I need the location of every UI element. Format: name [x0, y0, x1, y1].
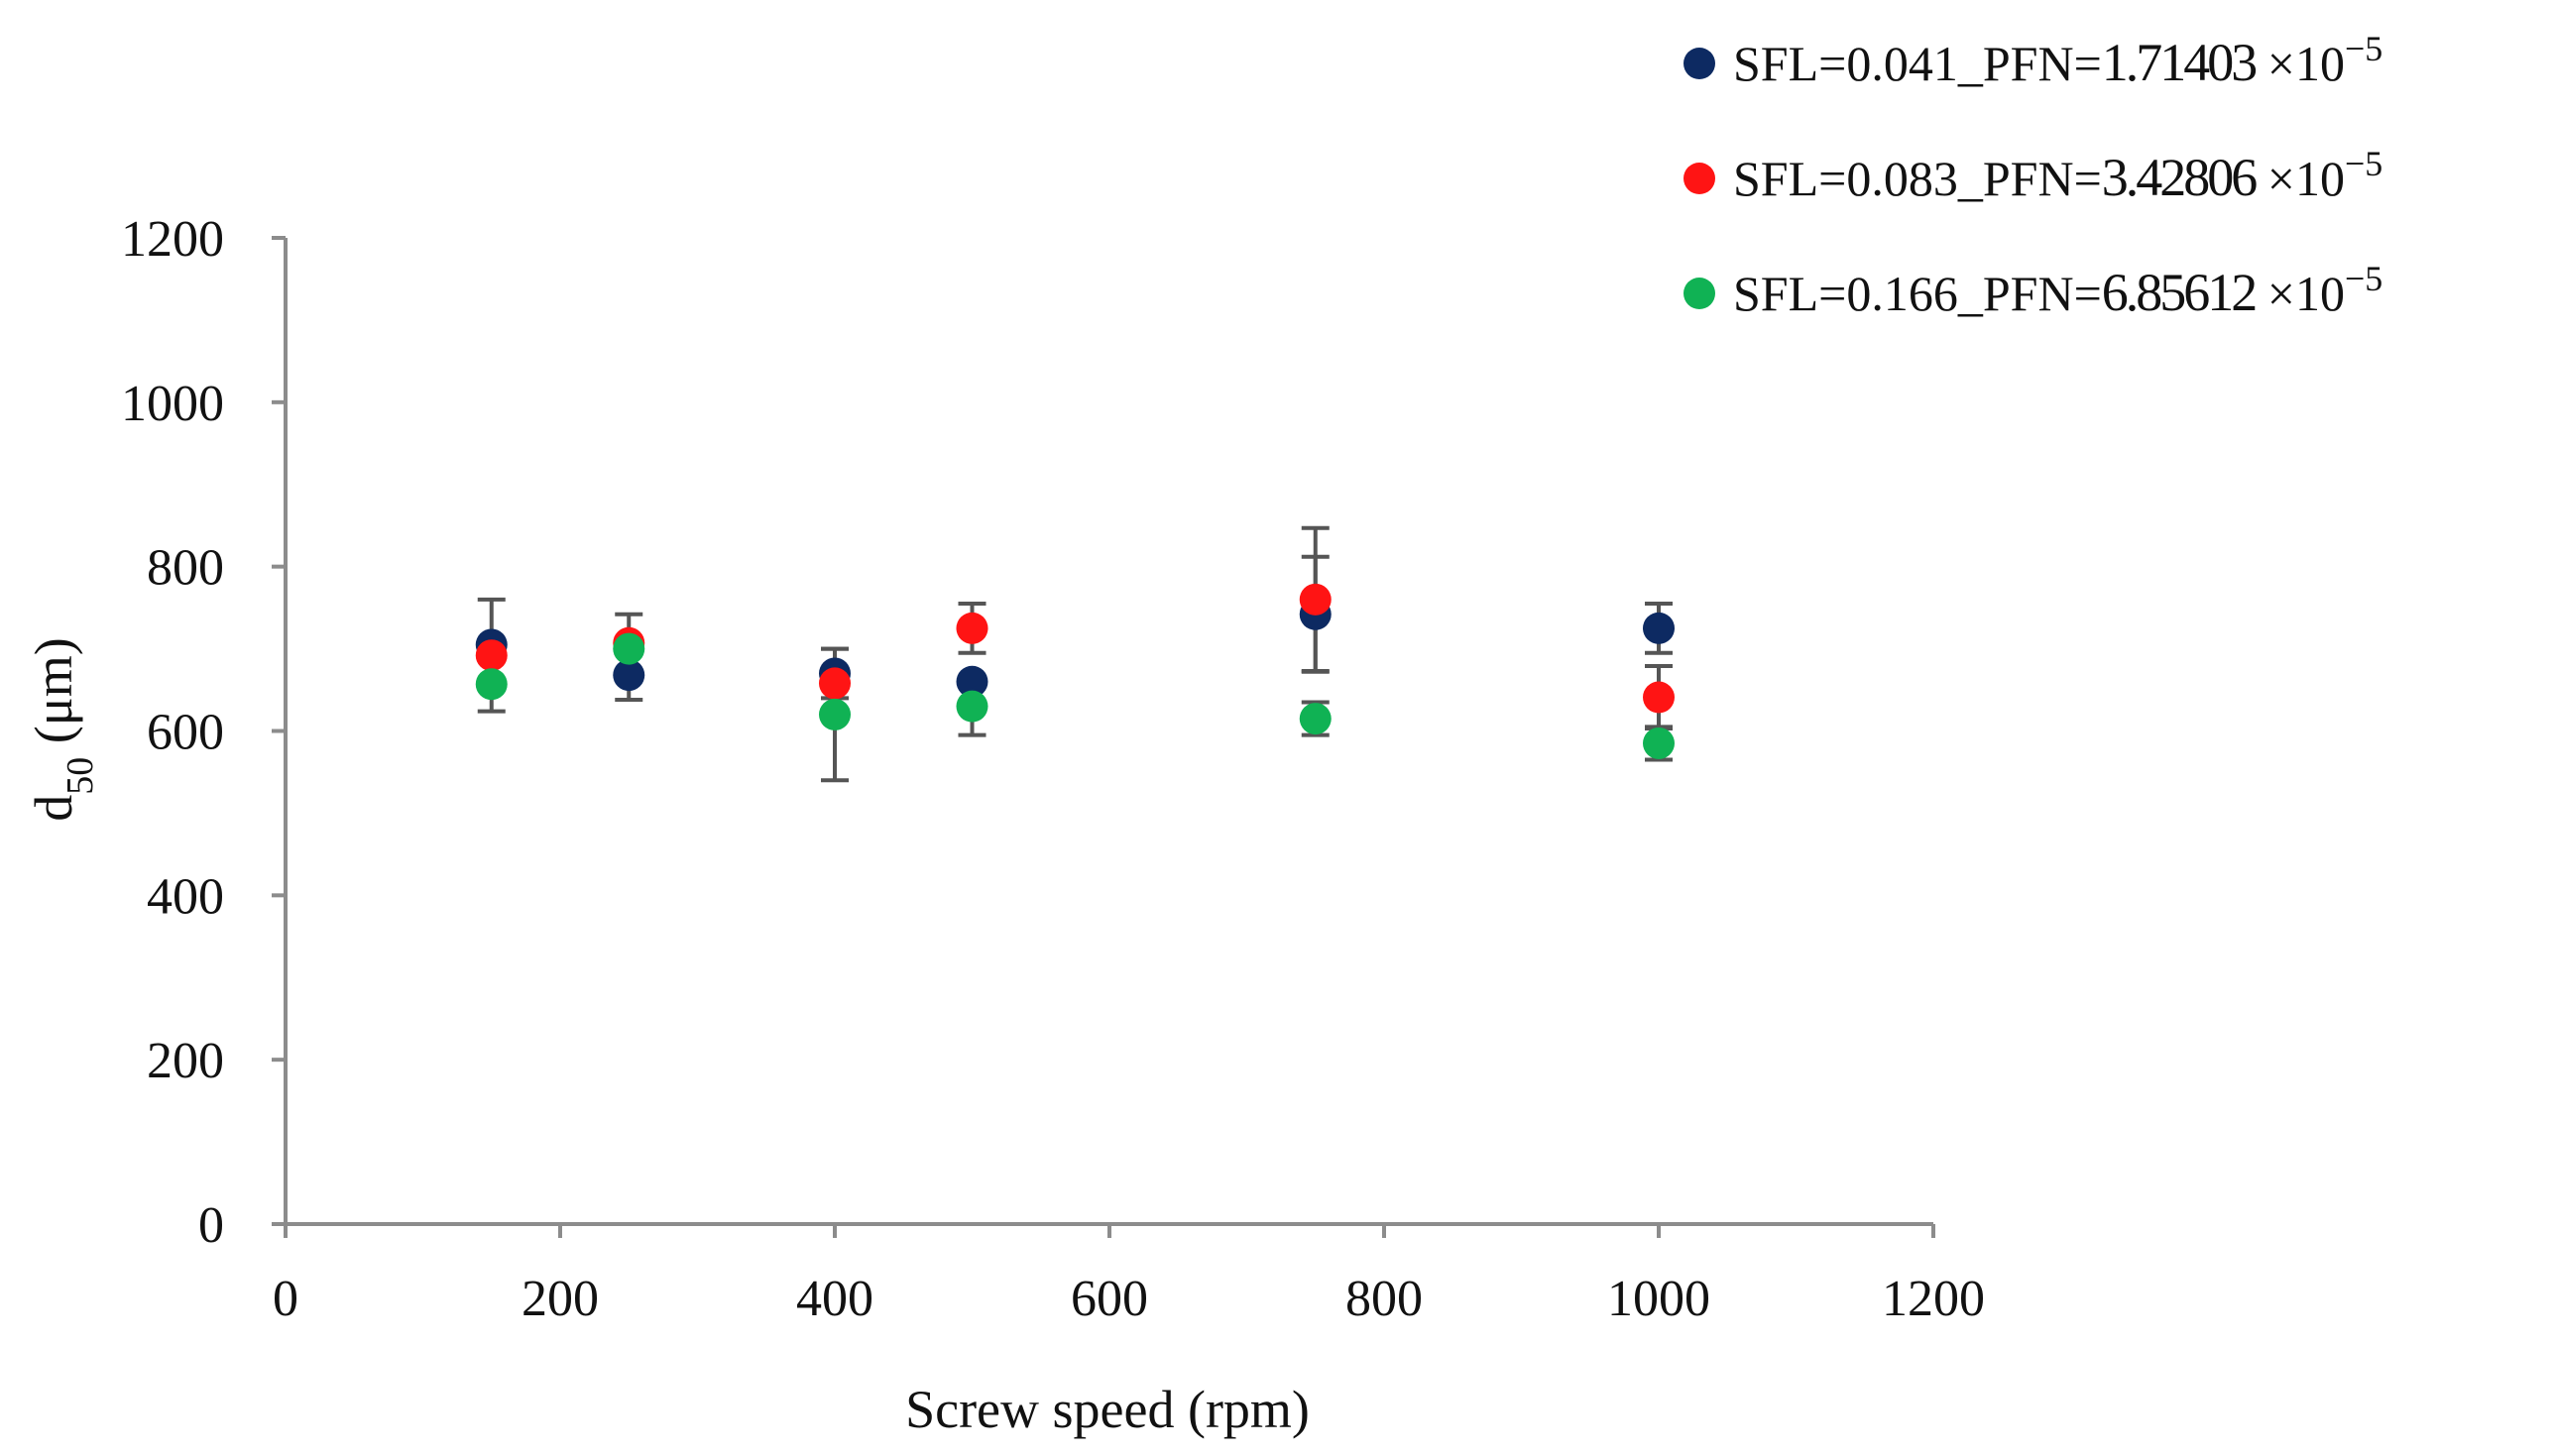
y-tick-label: 200 — [147, 1033, 224, 1089]
legend-exponent: −5 — [2345, 144, 2382, 183]
error-bars — [477, 525, 1673, 783]
data-point-s2 — [1299, 583, 1332, 616]
legend-prefix: SFL=0.041_PFN= — [1733, 36, 2102, 91]
y-axis-title-subscript: 50 — [59, 757, 101, 795]
legend-number: 6.85612 — [2102, 263, 2257, 322]
data-points — [475, 583, 1675, 759]
y-axis-title-unit: (μm) — [24, 637, 83, 756]
data-point-s3 — [1299, 703, 1332, 735]
legend-prefix: SFL=0.083_PFN= — [1733, 151, 2102, 206]
y-axis-title: d50 (μm) — [24, 637, 101, 821]
data-point-s1 — [956, 665, 988, 698]
legend-times: ×10 — [2255, 36, 2345, 91]
legend-number: 1.71403 — [2102, 33, 2257, 92]
data-point-s2 — [956, 612, 988, 644]
x-axis-title: Screw speed (rpm) — [905, 1380, 1310, 1439]
legend-marker-s1 — [1683, 48, 1715, 79]
legend: SFL=0.041_PFN=1.71403 ×10−5SFL=0.083_PFN… — [1683, 29, 2382, 322]
data-point-s2 — [819, 667, 851, 700]
data-point-s1 — [613, 659, 645, 692]
legend-label-s1: SFL=0.041_PFN=1.71403 ×10−5 — [1733, 29, 2382, 92]
axes — [284, 238, 1933, 1226]
legend-times: ×10 — [2255, 151, 2345, 206]
axis-ticks: 0 200 400 600 800 1000 1200 0 200 400 600 800 1000 12… — [121, 211, 1985, 1327]
y-axis-title-main: d — [24, 795, 83, 822]
legend-exponent: −5 — [2345, 259, 2382, 298]
x-tick-label: 600 — [1071, 1271, 1148, 1327]
legend-number: 3.42806 — [2102, 148, 2258, 207]
y-tick-label: 0 — [198, 1197, 224, 1254]
legend-marker-s2 — [1683, 163, 1715, 194]
data-point-s3 — [613, 632, 645, 665]
legend-marker-s3 — [1683, 278, 1715, 309]
x-tick-label: 1000 — [1607, 1271, 1710, 1327]
data-point-s3 — [1643, 727, 1675, 759]
data-point-s1 — [1643, 612, 1675, 644]
x-tick-label: 0 — [273, 1271, 298, 1327]
legend-times: ×10 — [2255, 266, 2345, 321]
data-point-s2 — [1643, 681, 1675, 714]
x-tick-label: 200 — [522, 1271, 599, 1327]
x-tick-label: 400 — [796, 1271, 873, 1327]
x-tick-label: 800 — [1345, 1271, 1423, 1327]
y-tick-label: 600 — [147, 705, 224, 761]
legend-prefix: SFL=0.166_PFN= — [1733, 266, 2102, 321]
legend-label-s3: SFL=0.166_PFN=6.85612 ×10−5 — [1733, 259, 2382, 322]
y-tick-label: 1000 — [121, 376, 224, 432]
data-point-s2 — [475, 639, 508, 672]
data-point-s3 — [956, 690, 988, 723]
legend-label-s2: SFL=0.083_PFN=3.42806 ×10−5 — [1733, 144, 2382, 207]
data-point-s3 — [475, 668, 508, 701]
y-tick-label: 800 — [147, 540, 224, 597]
x-tick-label: 1200 — [1882, 1271, 1985, 1327]
legend-exponent: −5 — [2345, 29, 2382, 68]
y-tick-label: 400 — [147, 868, 224, 925]
y-tick-label: 1200 — [121, 211, 224, 268]
data-point-s3 — [819, 698, 851, 730]
